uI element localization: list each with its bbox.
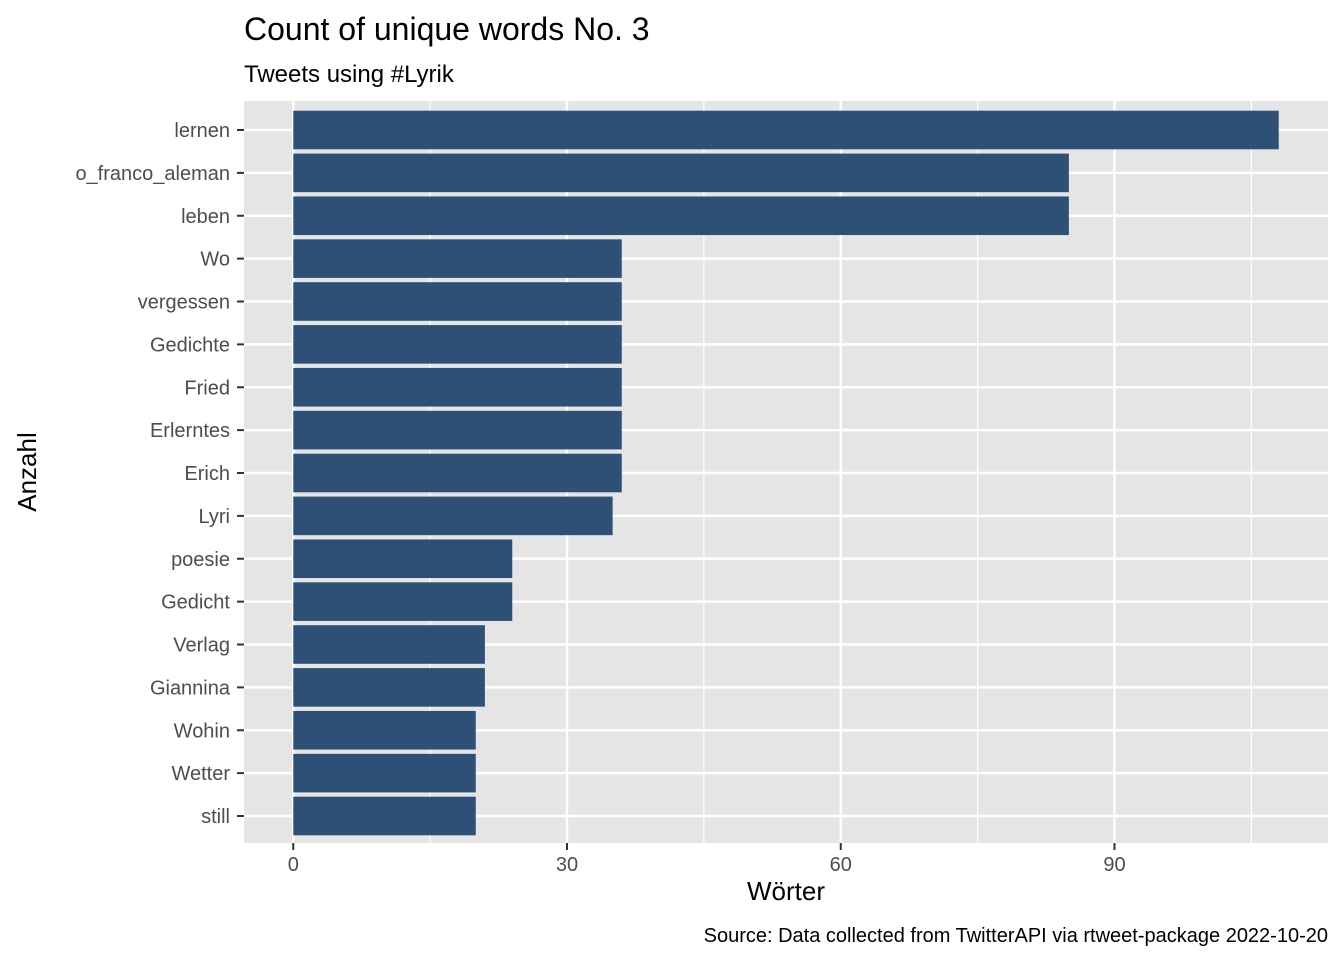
y-tick-label: leben — [181, 206, 230, 228]
x-tick-label: 90 — [1103, 854, 1125, 876]
y-tick-label: still — [201, 806, 230, 828]
bar — [293, 496, 613, 536]
bar — [293, 710, 476, 750]
x-tick-label: 0 — [288, 854, 299, 876]
y-tick-label: Erlerntes — [150, 420, 230, 442]
y-tick-label: Giannina — [150, 677, 231, 699]
chart-caption: Source: Data collected from TwitterAPI v… — [704, 925, 1328, 947]
x-tick-label: 60 — [830, 854, 852, 876]
bar — [293, 153, 1069, 193]
y-tick-label: Wetter — [171, 763, 230, 785]
y-axis-title: Anzahl — [12, 432, 42, 512]
chart-title: Count of unique words No. 3 — [244, 11, 650, 47]
y-tick-label: Erich — [184, 463, 230, 485]
x-axis-title: Wörter — [747, 876, 825, 906]
bar — [293, 582, 513, 621]
y-tick-label: Wo — [200, 249, 230, 271]
bar — [293, 539, 513, 579]
bar — [293, 282, 622, 321]
y-tick-label: Lyri — [199, 506, 230, 528]
bar — [293, 796, 476, 836]
bar — [293, 196, 1069, 236]
y-tick-label: vergessen — [138, 292, 230, 314]
x-tick-label: 30 — [556, 854, 578, 876]
bar-layer — [293, 110, 1279, 836]
bar — [293, 625, 485, 664]
bar — [293, 668, 485, 707]
bar — [293, 325, 622, 364]
bar — [293, 410, 622, 450]
y-tick-label: Verlag — [173, 635, 230, 657]
y-tick-label: Wohin — [174, 720, 230, 742]
y-tick-label: Gedicht — [161, 592, 230, 614]
y-tick-label: poesie — [171, 549, 230, 571]
chart-subtitle: Tweets using #Lyrik — [244, 61, 455, 88]
bar — [293, 110, 1279, 150]
y-tick-label: o_franco_aleman — [75, 163, 230, 185]
y-tick-label: lernen — [174, 120, 230, 142]
y-tick-label: Fried — [184, 377, 230, 399]
bar — [293, 753, 476, 793]
bar — [293, 367, 622, 407]
bar — [293, 453, 622, 493]
y-tick-label: Gedichte — [150, 334, 230, 356]
bar — [293, 239, 622, 278]
